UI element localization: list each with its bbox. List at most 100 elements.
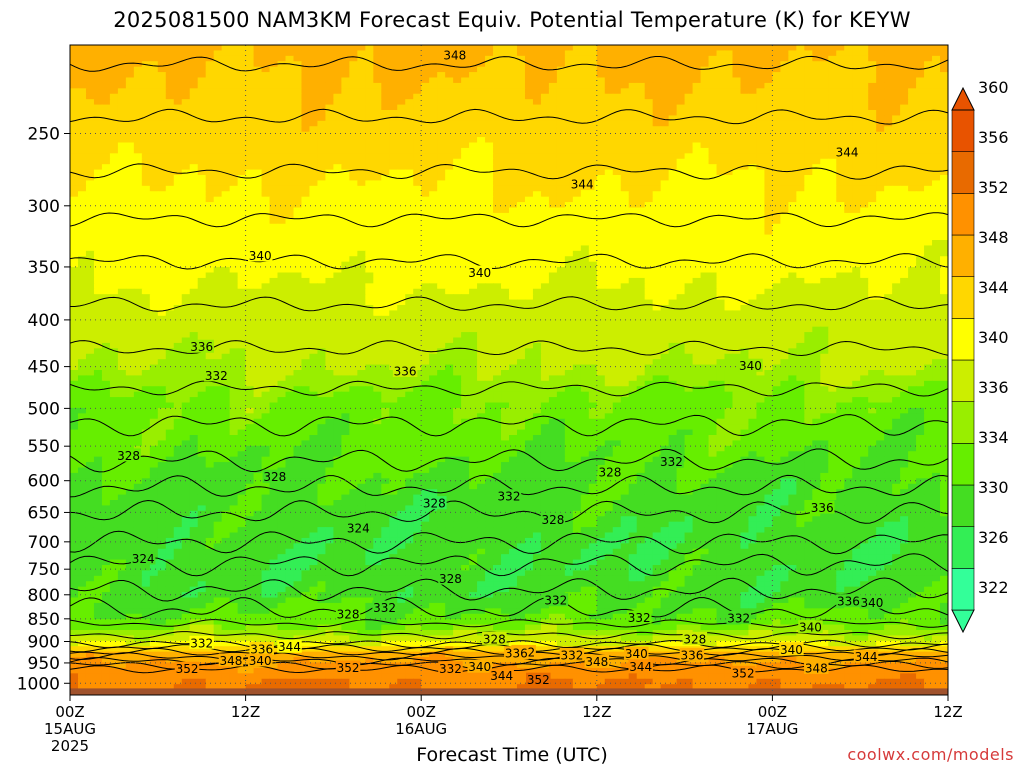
field-cell	[572, 218, 582, 225]
field-cell	[389, 169, 398, 176]
field-cell	[269, 223, 279, 230]
field-cell	[269, 126, 279, 133]
field-cell	[429, 277, 438, 284]
field-cell	[221, 120, 231, 127]
field-cell	[333, 175, 342, 182]
field-cell	[70, 202, 79, 209]
field-cell	[740, 115, 750, 122]
field-cell	[341, 207, 350, 214]
field-cell	[772, 126, 781, 133]
field-cell	[453, 245, 462, 252]
field-cell	[309, 283, 319, 290]
field-cell	[700, 223, 710, 230]
field-cell	[628, 131, 638, 138]
field-cell	[85, 120, 95, 127]
field-cell	[325, 261, 334, 268]
field-cell	[437, 142, 446, 149]
field-cell	[205, 245, 215, 252]
field-cell	[149, 66, 159, 73]
field-cell	[924, 66, 933, 73]
field-cell	[173, 185, 183, 192]
field-cell	[485, 283, 494, 290]
field-cell	[269, 77, 279, 84]
field-cell	[748, 207, 758, 214]
field-cell	[788, 110, 797, 117]
field-cell	[309, 137, 319, 144]
field-cell	[245, 283, 255, 290]
field-cell	[373, 229, 382, 236]
field-cell	[421, 245, 430, 252]
field-cell	[740, 72, 750, 79]
field-cell	[596, 153, 606, 160]
field-cell	[501, 202, 510, 209]
field-cell	[924, 212, 933, 219]
field-cell	[700, 229, 710, 236]
field-cell	[716, 72, 726, 79]
field-cell	[189, 223, 199, 230]
field-cell	[572, 45, 582, 52]
field-cell	[277, 223, 287, 230]
field-cell	[349, 88, 358, 95]
field-cell	[652, 196, 662, 203]
field-cell	[548, 261, 558, 268]
field-cell	[900, 72, 909, 79]
field-cell	[924, 120, 933, 127]
field-cell	[253, 234, 263, 241]
field-cell	[349, 55, 358, 62]
field-cell	[165, 99, 175, 106]
field-cell	[908, 147, 917, 154]
field-cell	[333, 158, 342, 165]
field-cell	[309, 212, 319, 219]
field-cell	[540, 137, 550, 144]
field-cell	[740, 267, 750, 274]
field-cell	[117, 50, 127, 57]
field-cell	[189, 131, 199, 138]
field-cell	[197, 245, 207, 252]
field-cell	[812, 185, 821, 192]
field-cell	[397, 288, 406, 295]
field-cell	[341, 110, 350, 117]
field-cell	[405, 261, 414, 268]
field-cell	[876, 267, 885, 274]
field-cell	[317, 283, 327, 290]
field-cell	[644, 223, 654, 230]
field-cell	[756, 66, 766, 73]
field-cell	[820, 72, 829, 79]
field-cell	[293, 153, 303, 160]
field-cell	[548, 229, 558, 236]
field-cell	[461, 61, 470, 68]
field-cell	[628, 153, 638, 160]
field-cell	[772, 234, 781, 241]
field-cell	[668, 164, 678, 171]
field-cell	[261, 218, 271, 225]
field-cell	[253, 55, 263, 62]
field-cell	[501, 175, 510, 182]
field-cell	[301, 229, 311, 236]
field-cell	[325, 191, 334, 198]
field-cell	[548, 207, 558, 214]
field-cell	[588, 99, 598, 106]
field-cell	[892, 185, 901, 192]
field-cell	[181, 212, 191, 219]
field-cell	[636, 66, 646, 73]
field-cell	[357, 245, 366, 252]
field-cell	[892, 229, 901, 236]
field-cell	[548, 212, 558, 219]
field-cell	[493, 164, 502, 171]
field-cell	[181, 175, 191, 182]
field-cell	[900, 202, 909, 209]
field-cell	[780, 256, 789, 263]
field-cell	[509, 196, 518, 203]
field-cell	[628, 50, 638, 57]
field-cell	[277, 142, 287, 149]
field-cell	[908, 55, 917, 62]
field-cell	[620, 153, 630, 160]
field-cell	[588, 240, 598, 247]
field-cell	[405, 272, 414, 279]
field-cell	[301, 99, 311, 106]
field-cell	[940, 110, 948, 117]
field-cell	[724, 120, 734, 127]
field-cell	[437, 55, 446, 62]
field-cell	[876, 256, 885, 263]
field-cell	[181, 240, 191, 247]
